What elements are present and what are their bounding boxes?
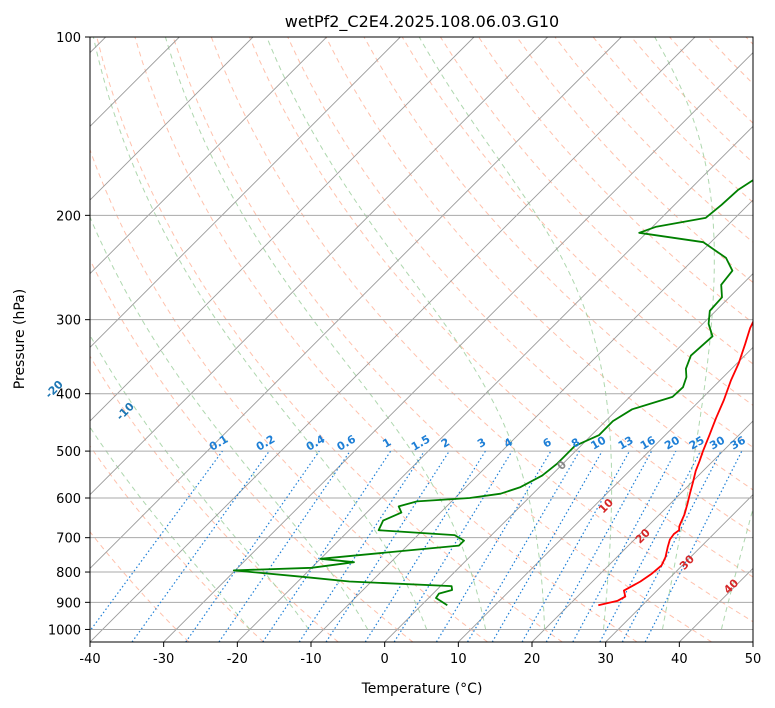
x-tick-label: 20 bbox=[524, 652, 541, 667]
mixing-ratio-line bbox=[364, 450, 486, 642]
mixing-ratio-line bbox=[545, 450, 653, 642]
dewpoint-profile-line bbox=[232, 179, 753, 606]
isotherm-line bbox=[384, 273, 753, 642]
isotherm-line bbox=[237, 125, 753, 642]
isotherm-line bbox=[90, 37, 548, 496]
moist-adiabat-line bbox=[90, 215, 369, 630]
plot-area bbox=[90, 37, 753, 642]
y-tick-label: 500 bbox=[56, 445, 81, 460]
mixing-ratio-line bbox=[325, 450, 450, 642]
x-tick-label: -30 bbox=[153, 652, 174, 667]
isotherm-line bbox=[90, 37, 696, 642]
isotherm-line bbox=[310, 199, 753, 642]
isotherm-line bbox=[605, 494, 753, 642]
dry-adiabat-line bbox=[90, 445, 264, 642]
dry-adiabat-line bbox=[439, 37, 753, 365]
isotherm-line bbox=[90, 37, 622, 569]
moist-adiabat-line bbox=[266, 37, 546, 630]
plot-foreground bbox=[232, 179, 753, 607]
dry-adiabat-line bbox=[516, 37, 753, 284]
mixing-ratio-line bbox=[572, 450, 677, 642]
y-tick-label: 800 bbox=[56, 566, 81, 581]
mixing-ratio-line bbox=[185, 450, 320, 642]
y-tick-label: 300 bbox=[56, 314, 81, 329]
isotherm-line bbox=[90, 37, 327, 275]
plot-background bbox=[90, 37, 753, 642]
x-tick-label: 50 bbox=[745, 652, 762, 667]
temperature-profile-line bbox=[598, 320, 753, 607]
x-tick-label: -10 bbox=[300, 652, 321, 667]
mixing-ratio-line bbox=[521, 450, 631, 642]
moist-adiabat-line bbox=[654, 37, 715, 630]
x-tick-label: -40 bbox=[79, 652, 100, 667]
x-tick-label: 40 bbox=[671, 652, 688, 667]
isotherm-line bbox=[531, 420, 753, 642]
mixing-ratio-line bbox=[491, 450, 603, 642]
dry-adiabat-line bbox=[96, 37, 563, 642]
y-tick-label: 900 bbox=[56, 596, 81, 611]
mixing-ratio-line bbox=[218, 450, 351, 642]
y-tick-label: 100 bbox=[56, 31, 81, 46]
isotherm-line bbox=[752, 641, 753, 642]
isotherm-line bbox=[90, 37, 401, 348]
dry-adiabat-line bbox=[90, 531, 190, 642]
x-tick-label: -20 bbox=[227, 652, 248, 667]
isotherm-line bbox=[90, 37, 475, 422]
axes: -40 -30 -20 -10 0 10 20 30 40 50 100 200 300 400 500 60… bbox=[48, 31, 761, 667]
dry-adiabat-line bbox=[90, 355, 339, 642]
x-tick-label: 10 bbox=[450, 652, 467, 667]
y-tick-label: 400 bbox=[56, 388, 81, 403]
moist-adiabat-line bbox=[90, 334, 310, 630]
y-tick-label: 700 bbox=[56, 532, 81, 547]
dry-adiabat-line bbox=[134, 37, 638, 642]
dry-adiabat-line bbox=[90, 148, 488, 642]
y-tick-label: 200 bbox=[56, 209, 81, 224]
y-axis-label: Pressure (hPa) bbox=[12, 289, 28, 389]
plot-frame bbox=[89, 36, 754, 643]
dry-adiabat-line bbox=[249, 37, 753, 578]
y-tick-label: 600 bbox=[56, 492, 81, 507]
moist-adiabat-line bbox=[164, 37, 487, 630]
mixing-ratio-line bbox=[435, 450, 552, 642]
moist-adiabat-line bbox=[418, 37, 613, 630]
isotherm-line bbox=[163, 52, 753, 642]
dry-adiabat-line bbox=[90, 258, 414, 642]
x-tick-label: 30 bbox=[597, 652, 614, 667]
y-tick-label: 1000 bbox=[48, 623, 81, 638]
isotherm-line bbox=[90, 37, 254, 201]
x-tick-label: 0 bbox=[381, 652, 389, 667]
chart-title: wetPf2_C2E4.2025.108.06.03.G10 bbox=[285, 12, 559, 32]
dry-adiabat-line bbox=[401, 37, 753, 406]
isotherm-line bbox=[458, 346, 753, 642]
mixing-ratio-line bbox=[466, 450, 580, 642]
dry-adiabat-line bbox=[172, 37, 712, 642]
moist-adiabat-line bbox=[92, 37, 428, 630]
x-axis-label: Temperature (°C) bbox=[361, 681, 483, 697]
dry-adiabat-line bbox=[210, 37, 753, 623]
